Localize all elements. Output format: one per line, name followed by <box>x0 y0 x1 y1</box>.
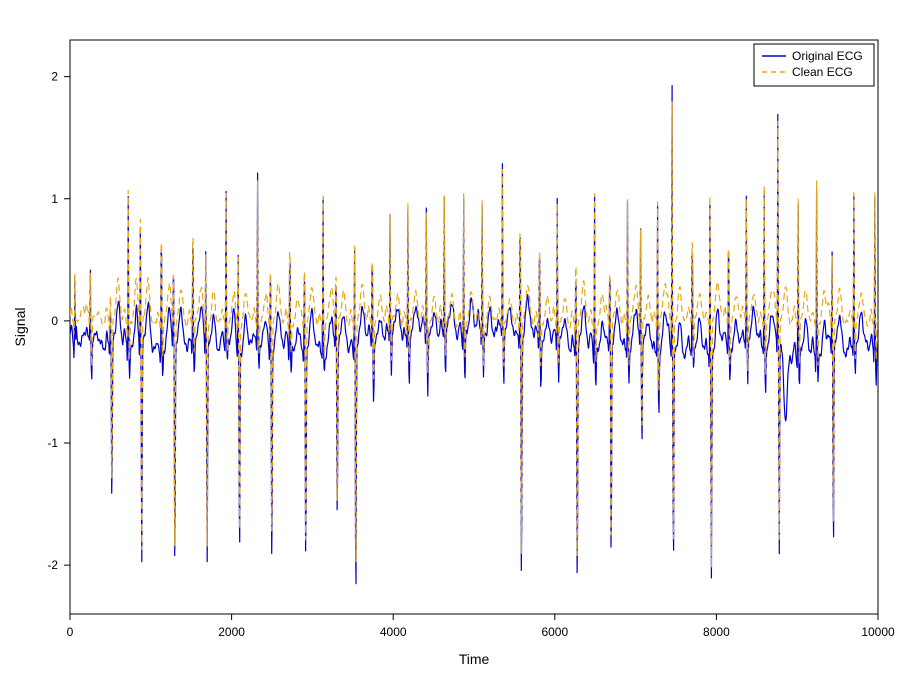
ecg-chart: 0 2000 4000 6000 8000 10000 Time -2 -1 0 1 2 Signal O… <box>0 0 903 694</box>
plot-area <box>70 86 878 584</box>
x-tick-label: 2000 <box>218 625 245 639</box>
y-tick-label: -2 <box>47 558 58 572</box>
x-tick-label: 6000 <box>541 625 568 639</box>
x-tick-label: 10000 <box>861 625 895 639</box>
y-tick-label: 1 <box>51 192 58 206</box>
legend-label: Original ECG <box>792 49 863 63</box>
y-axis-label: Signal <box>12 308 28 347</box>
legend-label: Clean ECG <box>792 65 853 79</box>
x-axis-label: Time <box>459 651 490 667</box>
x-tick-label: 8000 <box>703 625 730 639</box>
x-tick-label: 0 <box>67 625 74 639</box>
legend: Original ECG Clean ECG <box>754 44 874 86</box>
y-tick-label: 0 <box>51 314 58 328</box>
y-tick-label: -1 <box>47 436 58 450</box>
chart-svg: 0 2000 4000 6000 8000 10000 Time -2 -1 0 1 2 Signal O… <box>0 0 903 694</box>
x-tick-label: 4000 <box>380 625 407 639</box>
plot-border <box>70 40 878 614</box>
y-tick-label: 2 <box>51 70 58 84</box>
series-original-ecg <box>70 86 878 584</box>
